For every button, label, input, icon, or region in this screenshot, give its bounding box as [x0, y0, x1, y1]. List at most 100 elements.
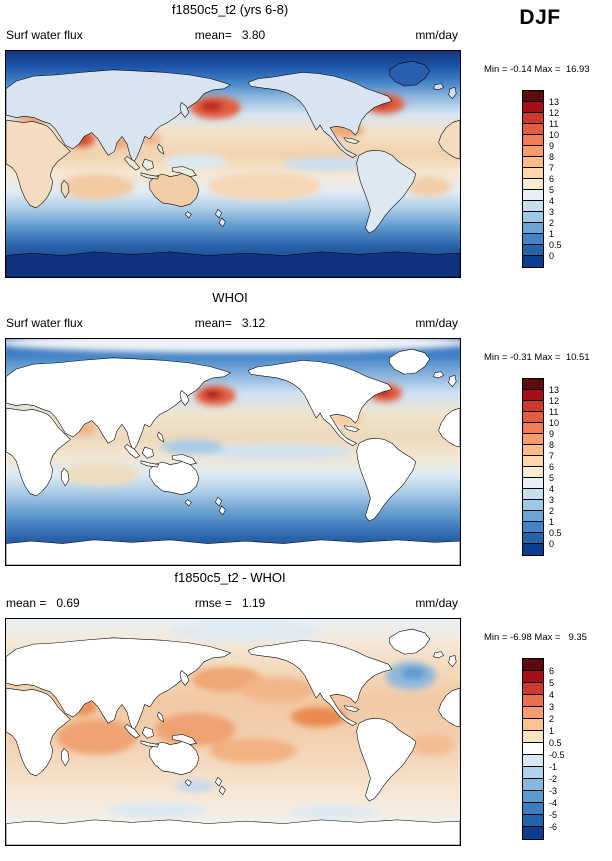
world-map-model: [5, 50, 461, 278]
colorbar-tick-label: 11: [549, 407, 559, 417]
colorbar-swatch: [523, 190, 543, 201]
minmax-label: Min = -0.14 Max = 16.93: [484, 64, 590, 75]
colorbar-tick-label: 8: [549, 440, 555, 450]
colorbar-swatch: [523, 91, 543, 102]
colorbar-tick-label: -3: [549, 786, 558, 796]
legend-sidebar: Min = -0.14 Max = 16.93 13 12 11 10 9 8 7 6 5 4 3 2…: [482, 0, 610, 288]
panel-title: f1850c5_t2 (yrs 6-8): [171, 2, 289, 17]
colorbar-tick-label: 4: [549, 196, 555, 206]
colorbar-tick-label: 2: [549, 506, 555, 516]
stat-row: Surf water flux mean= 3.80 mm/day: [0, 28, 460, 44]
units-label: mm/day: [415, 316, 458, 330]
colorbar-swatch: [523, 767, 543, 779]
colorbar-swatch: [523, 779, 543, 791]
colorbar-tick-label: -2: [549, 774, 558, 784]
colorbar-swatch: [523, 815, 543, 827]
colorbar-tick-label: -1: [549, 762, 558, 772]
colorbar: 13 12 11 10 9 8 7 6 5 4 3 2 1 0.5 0: [522, 90, 562, 268]
colorbar-swatch: [523, 390, 543, 401]
colorbar-swatch: [523, 423, 543, 434]
colorbar-tick-label: 0: [549, 539, 555, 549]
colorbar-tick-label: 1: [549, 229, 555, 239]
rmse-label: rmse = 1.19: [194, 596, 266, 610]
colorbar-swatch: [523, 743, 543, 755]
colorbar-tick-label: 12: [549, 108, 560, 118]
colorbar-tick-label: 9: [549, 141, 555, 151]
panel-title: WHOI: [212, 290, 248, 305]
colorbar-swatch: [523, 791, 543, 803]
colorbar-swatch: [523, 511, 543, 522]
colorbar-swatch: [523, 659, 543, 671]
colorbar-tick-label: 2: [549, 714, 555, 724]
units-label: mm/day: [415, 28, 458, 42]
colorbar-swatch: [523, 434, 543, 445]
world-map-obs: [5, 338, 461, 566]
colorbar-tick-label: 10: [549, 418, 560, 428]
panel-diff: f1850c5_t2 - WHOI mean = 0.69 rmse = 1.1…: [0, 568, 612, 861]
legend-sidebar: Min = -6.98 Max = 9.35 6 5 4 3 2 1 0.5 -0.5 -1 -2…: [482, 568, 610, 861]
colorbar-tick-label: 0.5: [549, 738, 562, 748]
colorbar-swatch: [523, 102, 543, 113]
colorbar-tick-label: 3: [549, 702, 555, 712]
colorbar-tick-label: 8: [549, 152, 555, 162]
colorbar-tick-label: 3: [549, 207, 555, 217]
colorbar-tick-label: 6: [549, 666, 555, 676]
colorbar-tick-label: 3: [549, 495, 555, 505]
colorbar-tick-label: 1: [549, 517, 555, 527]
colorbar-swatch: [523, 401, 543, 412]
minmax-label: Min = -6.98 Max = 9.35: [484, 632, 587, 643]
colorbar-swatch: [523, 544, 543, 555]
units-label: mm/day: [415, 596, 458, 610]
legend-sidebar: Min = -0.31 Max = 10.51 13 12 11 10 9 8 7 6 5 4 3 2…: [482, 288, 610, 568]
colorbar-swatch: [523, 731, 543, 743]
colorbar-swatch: [523, 412, 543, 423]
colorbar-swatches: [522, 90, 544, 268]
colorbar-tick-label: 13: [549, 97, 560, 107]
colorbar-swatch: [523, 695, 543, 707]
colorbar-swatch: [523, 803, 543, 815]
mean-diff-label: mean = 0.69: [6, 596, 80, 610]
panel-obs: WHOI Surf water flux mean= 3.12 mm/day: [0, 288, 612, 568]
colorbar-tick-label: 2: [549, 218, 555, 228]
season-label: DJF: [519, 6, 561, 29]
colorbar-tick-label: 0: [549, 251, 555, 261]
stat-row: Surf water flux mean= 3.12 mm/day: [0, 316, 460, 332]
colorbar-swatch: [523, 179, 543, 190]
colorbar-swatch: [523, 379, 543, 390]
colorbar: 6 5 4 3 2 1 0.5 -0.5 -1 -2 -3 -4 -5 -6: [522, 658, 565, 840]
colorbar-tick-label: 0.5: [549, 528, 562, 538]
colorbar-tick-label: 7: [549, 163, 555, 173]
colorbar-tick-label: 0.5: [549, 240, 562, 250]
colorbar-swatch: [523, 533, 543, 544]
colorbar-swatches: [522, 378, 544, 556]
colorbar-swatch: [523, 157, 543, 168]
colorbar-swatch: [523, 827, 543, 839]
colorbar-swatch: [523, 467, 543, 478]
variable-label: Surf water flux: [6, 28, 83, 42]
colorbar-swatch: [523, 719, 543, 731]
world-map-diff: [5, 618, 461, 846]
colorbar-swatch: [523, 168, 543, 179]
colorbar-tick-label: 10: [549, 130, 560, 140]
colorbar-swatch: [523, 707, 543, 719]
colorbar-tick-label: 6: [549, 174, 555, 184]
colorbar-swatch: [523, 212, 543, 223]
colorbar-tick-label: -5: [549, 810, 558, 820]
colorbar-tick-label: -4: [549, 798, 558, 808]
colorbar-swatch: [523, 234, 543, 245]
colorbar-swatch: [523, 683, 543, 695]
colorbar-swatch: [523, 522, 543, 533]
panel-title: f1850c5_t2 - WHOI: [174, 570, 286, 585]
colorbar-swatch: [523, 489, 543, 500]
colorbar-tick-label: 4: [549, 690, 555, 700]
colorbar-swatch: [523, 500, 543, 511]
colorbar: 13 12 11 10 9 8 7 6 5 4 3 2 1 0.5 0: [522, 378, 562, 556]
colorbar-tick-label: 12: [549, 396, 560, 406]
colorbar-tick-label: 11: [549, 119, 559, 129]
colorbar-tick-label: -6: [549, 822, 558, 832]
colorbar-swatch: [523, 755, 543, 767]
colorbar-swatches: [522, 658, 544, 840]
colorbar-tick-label: 6: [549, 462, 555, 472]
colorbar-swatch: [523, 135, 543, 146]
